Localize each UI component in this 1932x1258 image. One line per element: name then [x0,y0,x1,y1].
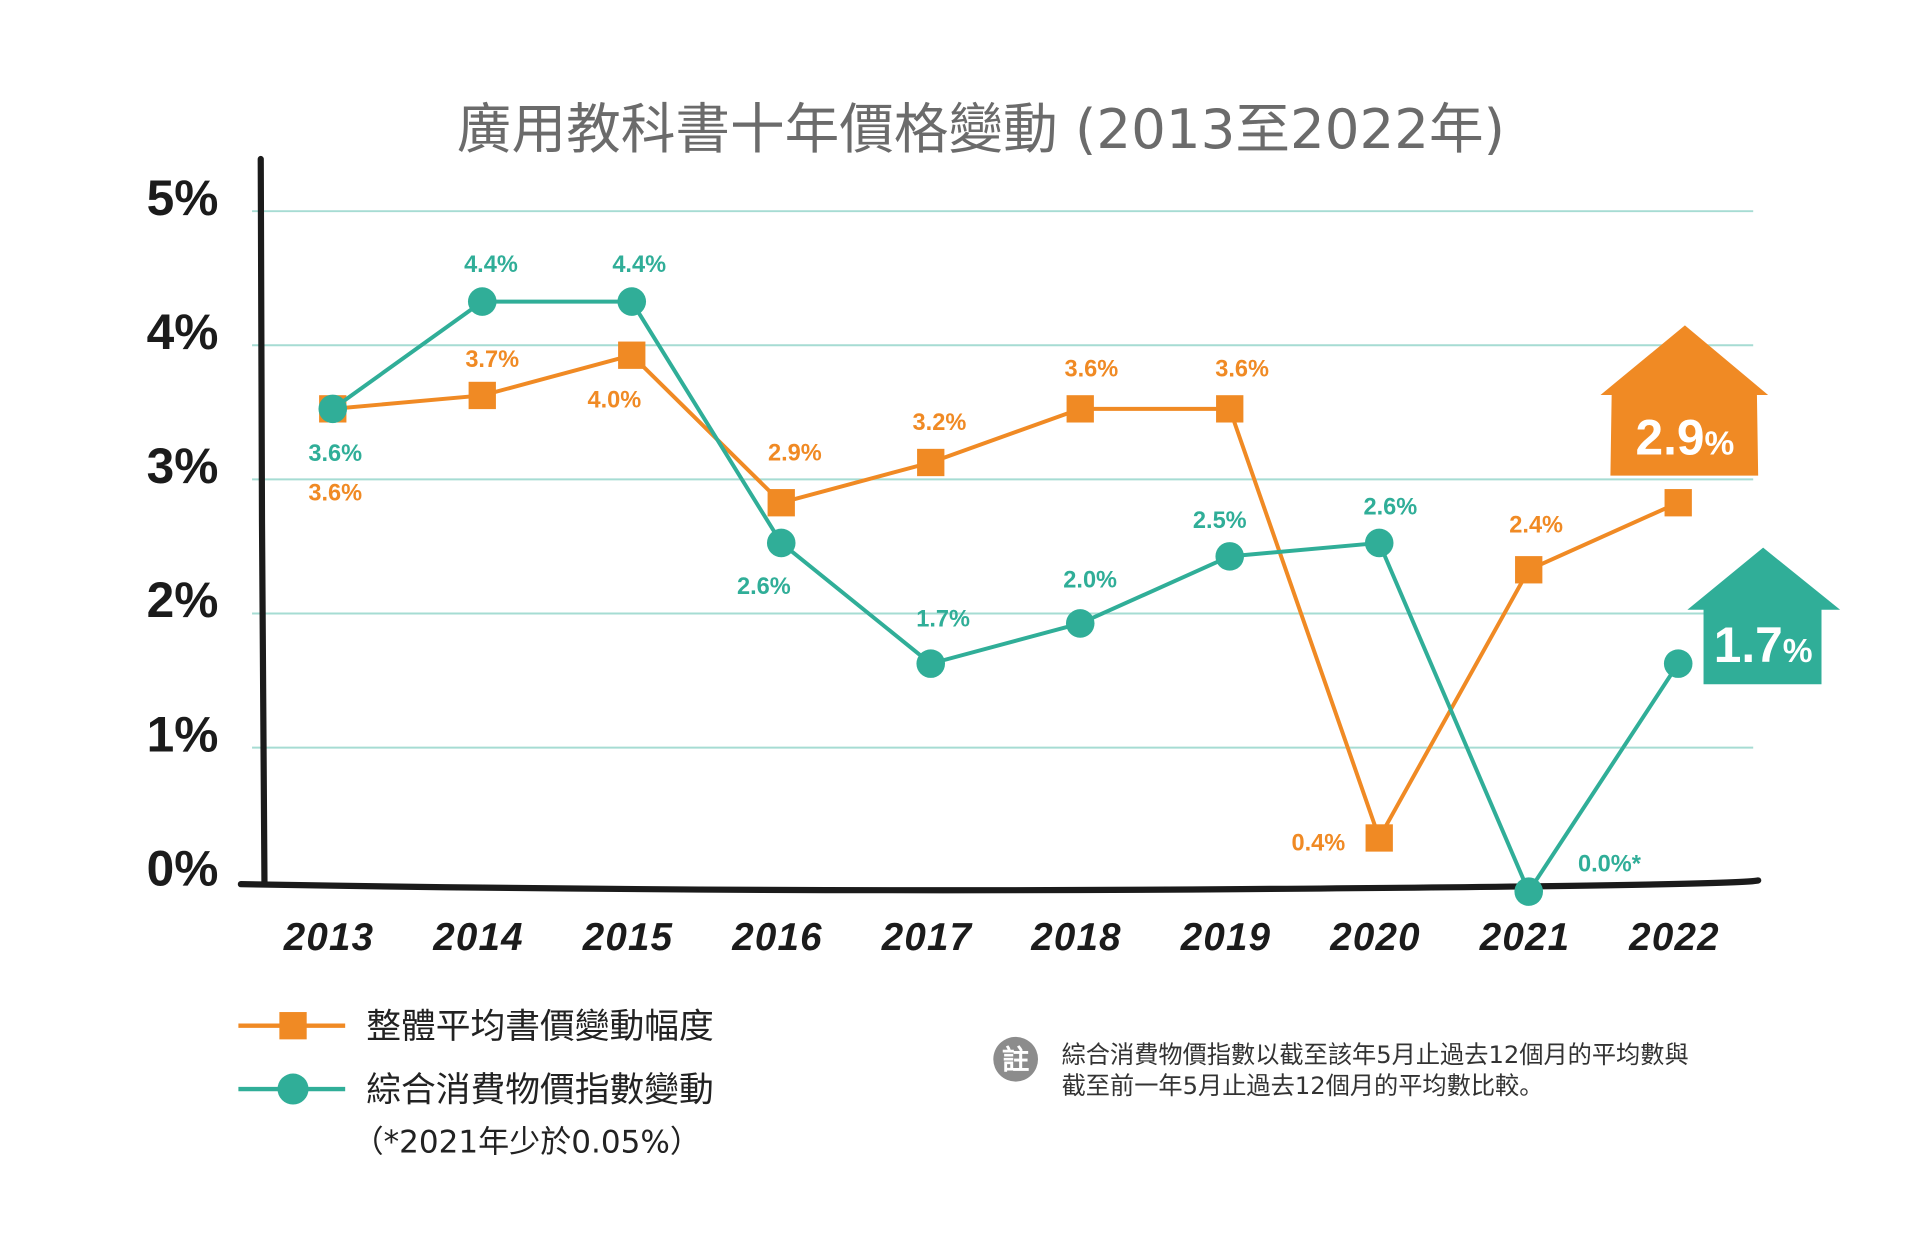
y-tick-labels: 0% 1% 2% 3% 4% 5% [147,170,219,896]
cpi-data-label: 4.4% [612,251,666,277]
book-price-data-label: 3.6% [308,480,362,506]
book-price-point [1664,489,1692,517]
book-price-data-label: 2.9% [768,440,822,466]
book-price-2022-value-label: 2.9% [1635,410,1734,466]
cpi-data-label: 1.7% [916,605,970,631]
cpi-data-label: 0.0%* [1578,851,1642,877]
book-price-data-label: 2.4% [1509,512,1563,538]
book-price-point [1365,824,1393,852]
book-price-data-label: 3.2% [913,409,967,435]
y-tick-label: 3% [147,438,219,494]
legend-cpi-note: （*2021年少於0.05%） [353,1124,701,1160]
x-tick-label: 2013 [283,916,375,959]
cpi-point [1065,609,1095,638]
chart-title: 廣用教科書十年價格變動 (2013至2022年) [457,97,1505,161]
book-price-data-label: 3.6% [1215,356,1269,382]
cpi-point [1364,528,1394,558]
cpi-point [467,287,497,316]
book-price-2022-callout: 2.9% [1600,325,1769,476]
book-price-data-label: 3.6% [1065,356,1119,382]
y-tick-label: 1% [147,706,219,762]
y-tick-label: 4% [147,304,219,360]
legend-cpi-label: 綜合消費物價指數變動 [366,1070,714,1110]
book-price-data-label: 4.0% [587,386,641,412]
cpi-point [318,394,348,424]
cpi-data-label: 2.6% [737,573,791,599]
legend-book-price-label: 整體平均書價變動幅度 [366,1007,714,1047]
footnote-line-2: 截至前一年5月止過去12個月的平均數比較。 [1062,1072,1544,1100]
book-price-point [1216,395,1244,423]
cpi-2022-value-label: 1.7% [1714,617,1813,673]
legend: 整體平均書價變動幅度 綜合消費物價指數變動 （*2021年少於0.05%） [238,1007,714,1160]
cpi-data-label: 4.4% [464,251,518,277]
book-price-point [1066,395,1094,423]
book-price-line [332,353,1680,840]
legend-item-cpi: 綜合消費物價指數變動 [238,1070,714,1110]
cpi-data-label: 3.6% [308,440,362,466]
y-axis [257,155,268,888]
x-tick-label: 2016 [731,916,823,959]
cpi-data-label: 2.0% [1063,566,1117,592]
cpi-up-arrow [1687,547,1841,685]
cpi-point [1514,877,1543,906]
x-tick-label: 2018 [1030,916,1122,959]
cpi-point [1215,542,1245,571]
x-tick-labels: 2013 2014 2015 2016 2017 2018 2019 2020 2021 2022 [283,916,1720,959]
note-icon-label: 註 [1002,1045,1029,1076]
book-price-point [468,381,496,410]
cpi-point [766,528,796,558]
x-tick-label: 2014 [432,916,524,959]
note-icon [993,1036,1039,1082]
data-labels: 3.6% 3.7% 4.0% 2.9% 3.2% 3.6% 3.6% 0.4% 2.4% 3.6%… [308,251,1641,877]
book-price-point [1515,556,1543,584]
legend-book-price-square-marker [279,1012,307,1040]
book-price-point [618,341,646,369]
x-tick-label: 2017 [881,916,973,959]
cpi-point [617,287,647,316]
x-tick-label: 2021 [1479,916,1571,959]
x-tick-label: 2015 [582,916,674,959]
x-axis [237,877,1762,894]
cpi-data-label: 2.5% [1193,507,1247,533]
x-tick-label: 2020 [1329,916,1421,959]
book-price-data-label: 0.4% [1292,829,1346,855]
footnote-line-1: 綜合消費物價指數以截至該年5月止過去12個月的平均數與 [1062,1041,1689,1069]
cpi-point [1663,649,1693,678]
cpi-data-label: 2.6% [1364,493,1418,519]
x-tick-label: 2022 [1628,916,1720,959]
book-price-point [917,448,945,477]
x-tick-label: 2019 [1180,916,1272,959]
series [318,287,1693,906]
cpi-line [331,299,1680,894]
book-price-point [767,489,795,517]
y-tick-label: 2% [147,572,219,628]
cpi-point [916,649,946,678]
book-price-up-arrow [1600,325,1769,476]
footnote: 註 綜合消費物價指數以截至該年5月止過去12個月的平均數與 截至前一年5月止過去… [993,1036,1689,1100]
y-tick-label: 0% [147,840,219,896]
cpi-2022-callout: 1.7% [1687,547,1841,685]
legend-cpi-circle-marker [277,1073,309,1105]
book-price-data-label: 3.7% [465,346,519,372]
y-tick-label: 5% [147,170,219,226]
legend-item-book-price: 整體平均書價變動幅度 [238,1007,714,1047]
